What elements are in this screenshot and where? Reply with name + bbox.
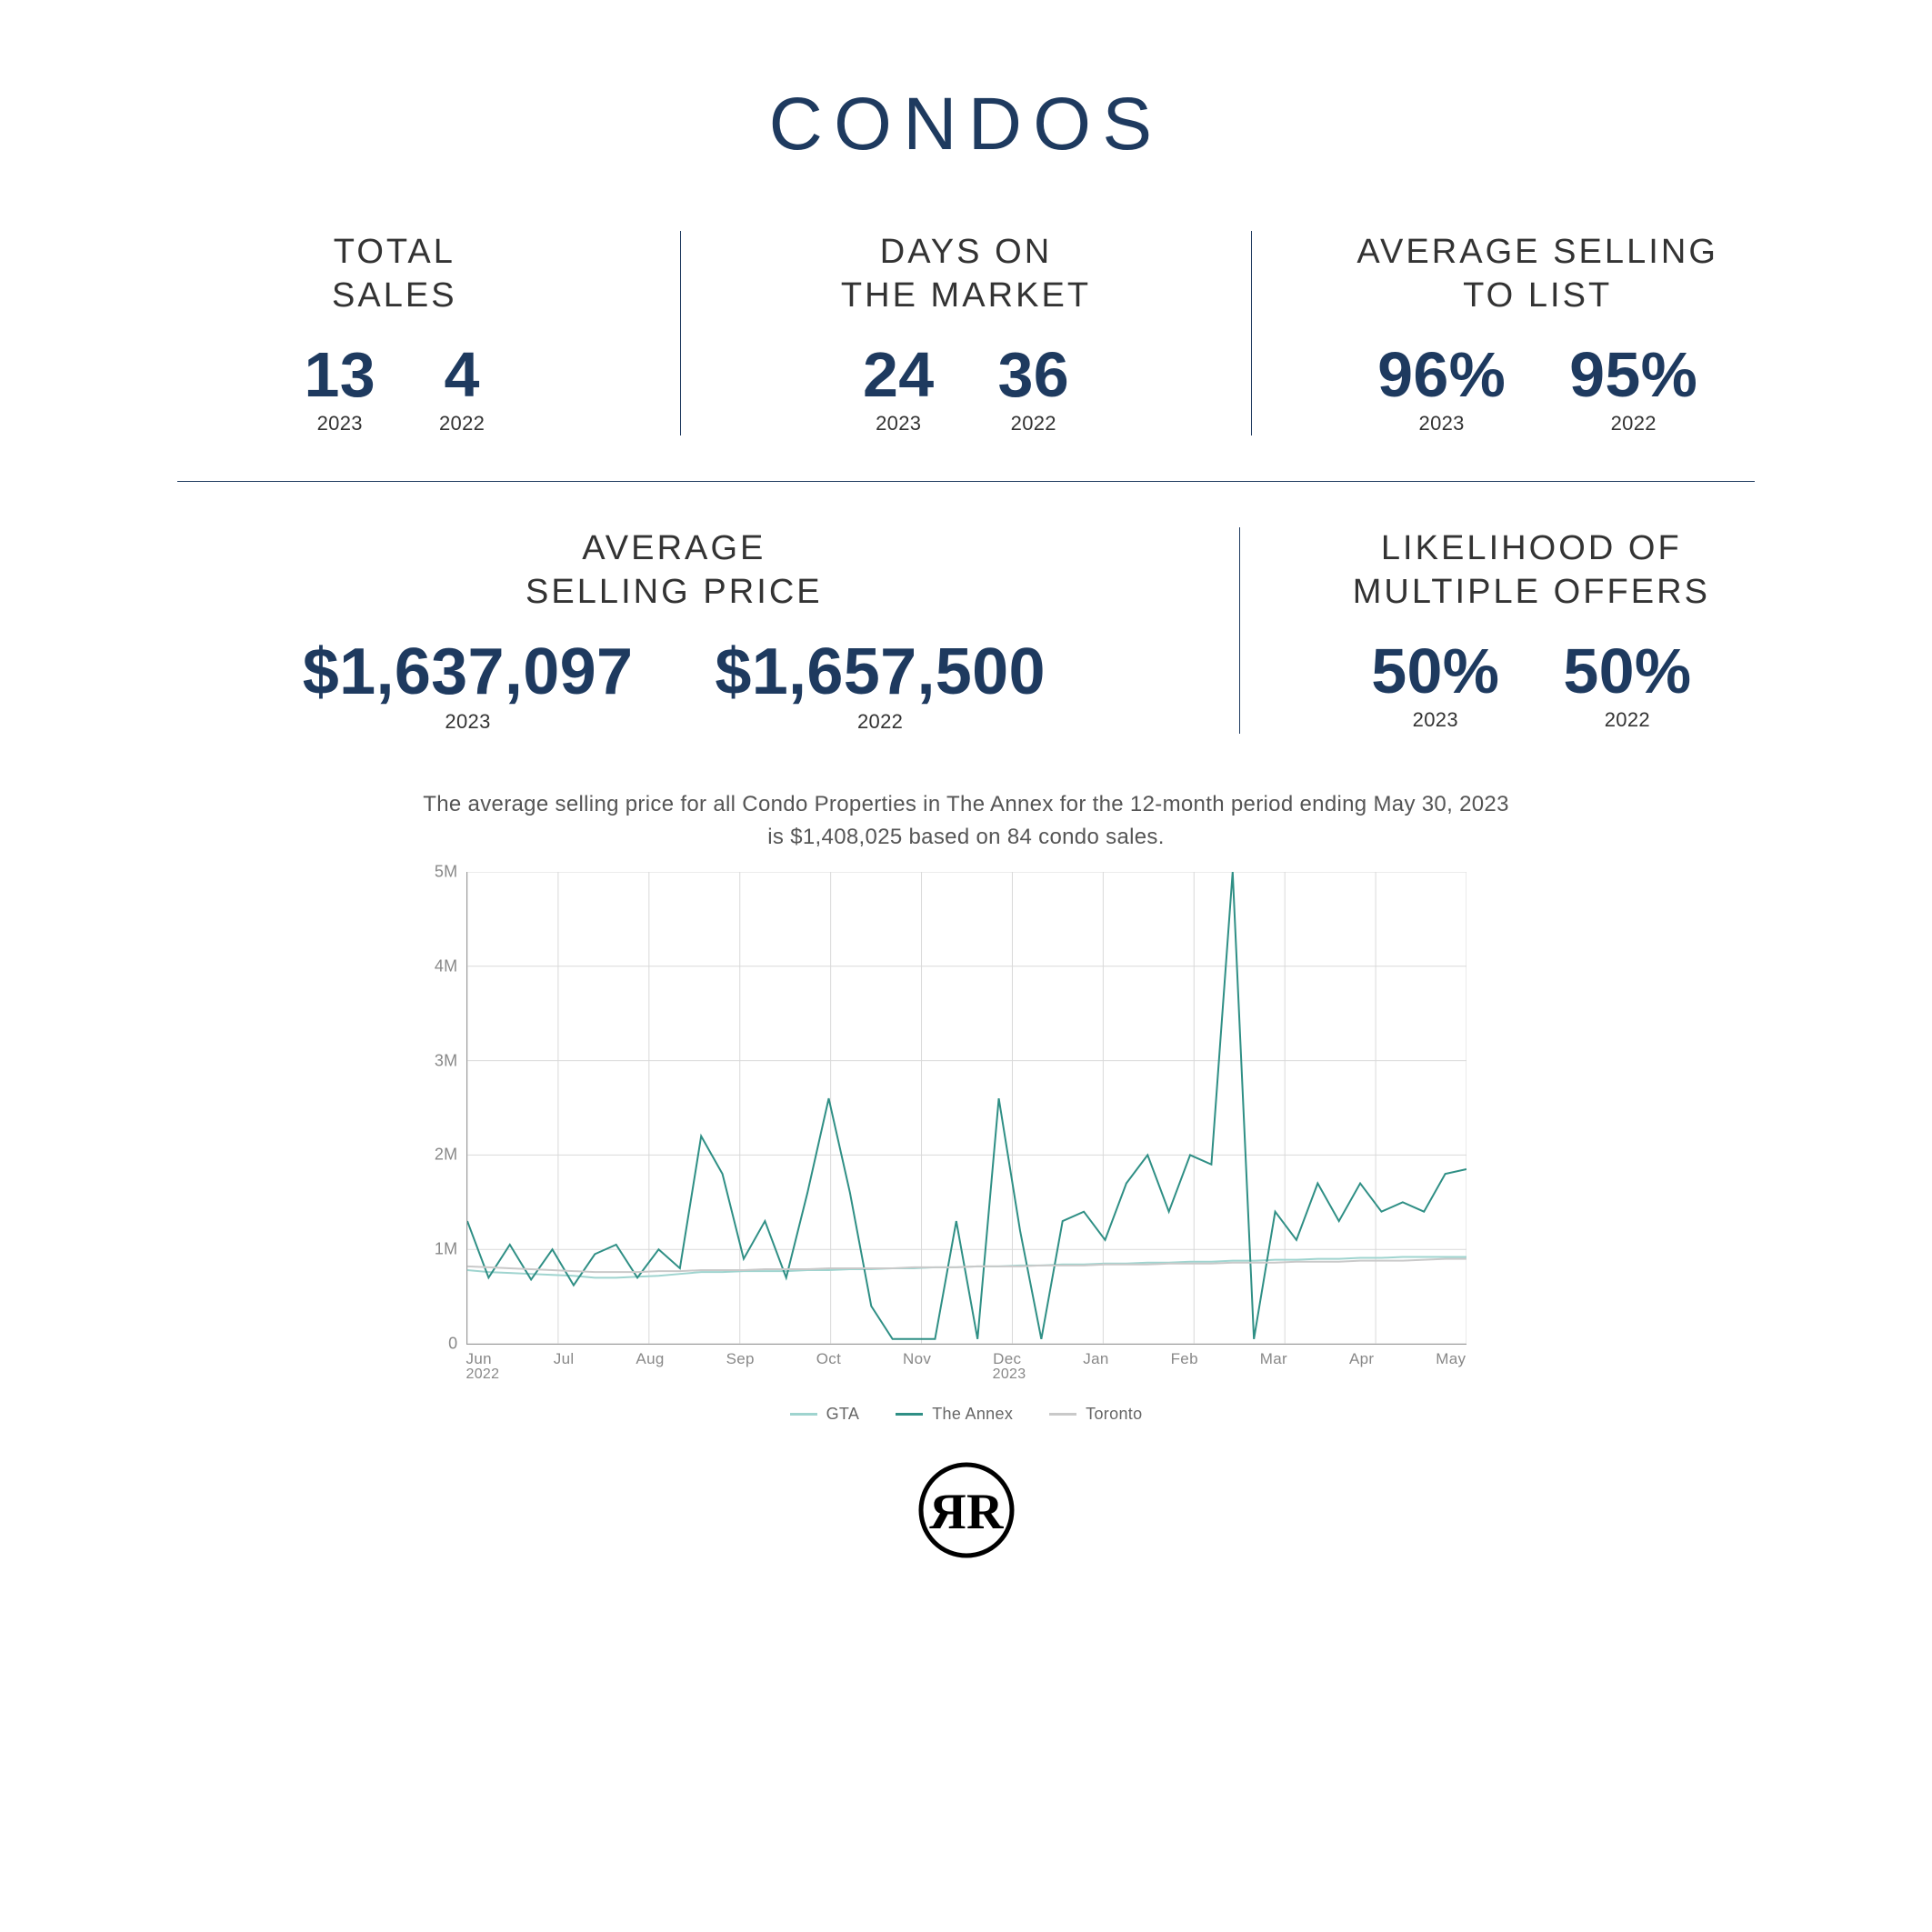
stat-label: AVERAGE SELLING TO LIST xyxy=(1356,231,1718,317)
stat-days-on-market: DAYS ON THE MARKET 24 2023 36 2022 xyxy=(681,222,1252,445)
stat-label: AVERAGE SELLING PRICE xyxy=(526,527,823,614)
chart-y-tick: 3M xyxy=(435,1051,467,1070)
stat-multi-offers: LIKELIHOOD OF MULTIPLE OFFERS 50% 2023 5… xyxy=(1240,518,1823,743)
metric-value: $1,637,097 xyxy=(303,639,634,705)
metric-year: 2022 xyxy=(1611,412,1657,435)
metric-year: 2022 xyxy=(857,710,903,734)
metric-2022: $1,657,500 2022 xyxy=(715,639,1046,734)
metric-value: 96% xyxy=(1377,343,1506,406)
metric-2022: 36 2022 xyxy=(998,343,1070,435)
metric-year: 2023 xyxy=(445,710,490,734)
chart-x-tick: Sep xyxy=(726,1350,755,1368)
metric-value: 50% xyxy=(1563,639,1691,703)
metric-year: 2023 xyxy=(876,412,921,435)
stat-label: LIKELIHOOD OF MULTIPLE OFFERS xyxy=(1353,527,1710,614)
stat-avg-price: AVERAGE SELLING PRICE $1,637,097 2023 $1… xyxy=(109,518,1239,743)
stat-label: DAYS ON THE MARKET xyxy=(841,231,1091,317)
legend-item: GTA xyxy=(790,1405,860,1424)
metric-value: 24 xyxy=(863,343,935,406)
metric-2023: 24 2023 xyxy=(863,343,935,435)
chart-y-tick: 4M xyxy=(435,956,467,976)
metric-year: 2023 xyxy=(1419,412,1465,435)
chart-y-tick: 2M xyxy=(435,1146,467,1165)
x-sublabel-right: 2023 xyxy=(993,1366,1026,1383)
chart-legend: GTA The Annex Toronto xyxy=(466,1405,1467,1424)
metric-year: 2022 xyxy=(439,412,485,435)
chart-y-tick: 1M xyxy=(435,1240,467,1259)
chart-x-tick: Jan xyxy=(1083,1350,1108,1368)
stat-label: TOTAL SALES xyxy=(332,231,457,317)
stat-sell-to-list: AVERAGE SELLING TO LIST 96% 2023 95% 202… xyxy=(1252,222,1823,445)
logo-text: ЯR xyxy=(929,1484,1004,1540)
metric-2022: 50% 2022 xyxy=(1563,639,1691,732)
chart-caption: The average selling price for all Condo … xyxy=(421,788,1512,854)
chart-container: 01M2M3M4M5M Jun Jul Aug Sep Oct Nov Dec Jan Feb M… xyxy=(466,872,1467,1424)
legend-item: Toronto xyxy=(1049,1405,1142,1424)
brand-logo: ЯR xyxy=(916,1460,1016,1560)
metric-value: 4 xyxy=(444,343,479,406)
metric-year: 2023 xyxy=(317,412,363,435)
chart-x-tick: Dec xyxy=(993,1350,1021,1368)
chart-x-tick: Aug xyxy=(636,1350,664,1368)
metric-year: 2023 xyxy=(1413,708,1458,732)
chart-x-tick: Jun xyxy=(466,1350,492,1368)
metric-year: 2022 xyxy=(1011,412,1056,435)
chart-x-tick: Oct xyxy=(816,1350,841,1368)
metric-2022: 4 2022 xyxy=(439,343,485,435)
x-sublabel-left: 2022 xyxy=(466,1366,500,1383)
page-title: CONDOS xyxy=(769,82,1164,167)
metric-value: 36 xyxy=(998,343,1070,406)
chart-x-labels: Jun Jul Aug Sep Oct Nov Dec Jan Feb Mar Apr May xyxy=(466,1345,1467,1368)
chart-x-tick: Mar xyxy=(1260,1350,1287,1368)
chart-y-tick: 5M xyxy=(435,863,467,882)
stats-row-1: TOTAL SALES 13 2023 4 2022 DAYS ON THE M… xyxy=(109,222,1823,445)
legend-item: The Annex xyxy=(896,1405,1013,1424)
chart-x-tick: May xyxy=(1436,1350,1466,1368)
metric-2023: 13 2023 xyxy=(304,343,375,435)
metric-2023: 96% 2023 xyxy=(1377,343,1506,435)
chart-x-tick: Feb xyxy=(1171,1350,1198,1368)
metric-value: $1,657,500 xyxy=(715,639,1046,705)
chart-x-tick: Apr xyxy=(1349,1350,1374,1368)
metric-2023: $1,637,097 2023 xyxy=(303,639,634,734)
metric-value: 95% xyxy=(1569,343,1697,406)
metric-2023: 50% 2023 xyxy=(1371,639,1499,732)
chart-y-tick: 0 xyxy=(448,1335,466,1354)
metric-year: 2022 xyxy=(1605,708,1650,732)
stats-row-2: AVERAGE SELLING PRICE $1,637,097 2023 $1… xyxy=(109,518,1823,743)
chart-x-tick: Nov xyxy=(903,1350,931,1368)
line-chart: 01M2M3M4M5M xyxy=(466,872,1467,1345)
stat-total-sales: TOTAL SALES 13 2023 4 2022 xyxy=(109,222,680,445)
chart-x-tick: Jul xyxy=(554,1350,575,1368)
metric-value: 13 xyxy=(304,343,375,406)
metric-2022: 95% 2022 xyxy=(1569,343,1697,435)
metric-value: 50% xyxy=(1371,639,1499,703)
divider-horizontal xyxy=(177,481,1754,482)
chart-x-sublabels: 2022 2023 xyxy=(466,1366,1467,1383)
